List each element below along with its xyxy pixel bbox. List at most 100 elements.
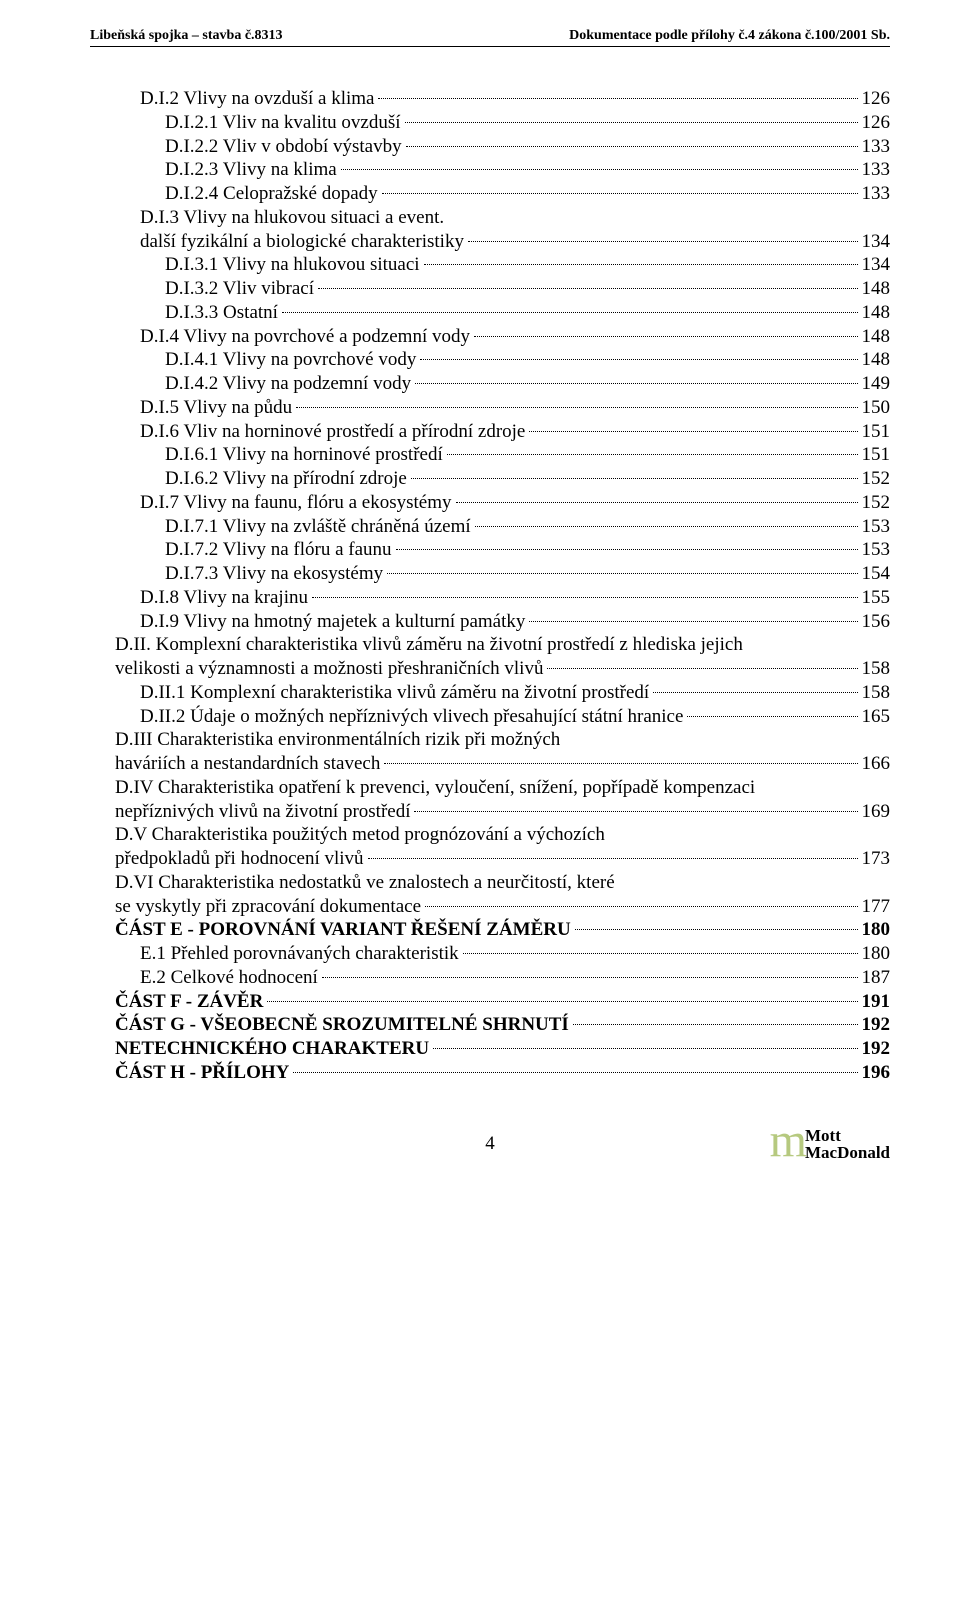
toc-page: 126	[862, 111, 891, 135]
toc-label: se vyskytly při zpracování dokumentace	[115, 895, 421, 919]
toc-label: D.I.3.2 Vliv vibrací	[165, 277, 314, 301]
toc-leader-dots	[414, 811, 857, 812]
brand-mark-icon: m	[770, 1122, 799, 1160]
toc-leader-dots	[653, 692, 857, 693]
toc-leader-dots	[378, 98, 857, 99]
toc-leader-dots	[322, 977, 858, 978]
toc-label: D.I.7.3 Vlivy na ekosystémy	[165, 562, 383, 586]
toc-page: 151	[862, 420, 891, 444]
toc-label: D.I.2 Vlivy na ovzduší a klima	[140, 87, 374, 111]
toc-leader-dots	[296, 407, 857, 408]
toc-page: 191	[862, 990, 891, 1014]
toc-line: D.I.3.1 Vlivy na hlukovou situaci134	[90, 253, 890, 277]
toc-label: D.I.2.1 Vliv na kvalitu ovzduší	[165, 111, 401, 135]
toc-page: 154	[862, 562, 891, 586]
toc-page: 149	[862, 372, 891, 396]
toc-line: D.I.7.2 Vlivy na flóru a faunu153	[90, 538, 890, 562]
toc-leader-dots	[573, 1024, 858, 1025]
toc-leader-dots	[547, 668, 857, 669]
toc-page: 192	[862, 1013, 891, 1037]
toc-line: D.I.7.1 Vlivy na zvláště chráněná území 1…	[90, 515, 890, 539]
toc-page: 173	[862, 847, 891, 871]
toc-leader-dots	[411, 478, 858, 479]
toc-line: D.II.1 Komplexní charakteristika vlivů z…	[90, 681, 890, 705]
toc-line: D.I.3 Vlivy na hlukovou situaci a event.…	[90, 206, 890, 254]
toc-page: 148	[862, 277, 891, 301]
toc-leader-dots	[318, 288, 858, 289]
toc-line: D.I.2 Vlivy na ovzduší a klima 126	[90, 87, 890, 111]
toc-leader-dots	[468, 241, 858, 242]
toc-label: D.VI Charakteristika nedostatků ve znalo…	[115, 871, 890, 895]
toc-page: 151	[862, 443, 891, 467]
toc-leader-dots	[406, 146, 858, 147]
toc-page: 158	[862, 681, 891, 705]
brand-logo: m Mott MacDonald	[770, 1122, 890, 1160]
brand-line-2: MacDonald	[805, 1143, 890, 1162]
toc-line: D.I.2.1 Vliv na kvalitu ovzduší 126	[90, 111, 890, 135]
toc-line: E.1 Přehled porovnávaných charakteristik…	[90, 942, 890, 966]
toc-label: nepříznivých vlivů na životní prostředí	[115, 800, 410, 824]
toc-page: 153	[862, 538, 891, 562]
toc-page: 169	[862, 800, 891, 824]
toc-page: 148	[862, 348, 891, 372]
toc-page: 180	[862, 918, 891, 942]
toc-page: 152	[862, 467, 891, 491]
toc-page: 177	[862, 895, 891, 919]
toc-label: D.I.7.1 Vlivy na zvláště chráněná území	[165, 515, 471, 539]
toc-leader-dots	[420, 359, 857, 360]
toc-line: D.I.8 Vlivy na krajinu155	[90, 586, 890, 610]
toc-leader-dots	[341, 169, 858, 170]
toc-line: D.I.7.3 Vlivy na ekosystémy 154	[90, 562, 890, 586]
toc-page: 165	[862, 705, 891, 729]
toc-label: D.I.4.1 Vlivy na povrchové vody	[165, 348, 416, 372]
header-left: Libeňská spojka – stavba č.8313	[90, 28, 283, 44]
toc-line: D.I.2.4 Celopražské dopady133	[90, 182, 890, 206]
toc-line: D.I.6 Vliv na horninové prostředí a přír…	[90, 420, 890, 444]
toc-label: D.I.3.3 Ostatní	[165, 301, 278, 325]
toc-line: D.I.2.2 Vliv v období výstavby 133	[90, 135, 890, 159]
toc-page: 152	[862, 491, 891, 515]
page-header: Libeňská spojka – stavba č.8313 Dokument…	[90, 28, 890, 44]
toc-leader-dots	[415, 383, 857, 384]
toc-leader-dots	[475, 526, 858, 527]
toc-label: D.I.6.2 Vlivy na přírodní zdroje	[165, 467, 407, 491]
toc-label: D.III Charakteristika environmentálních …	[115, 728, 890, 752]
toc-label: D.I.3.1 Vlivy na hlukovou situaci	[165, 253, 420, 277]
brand-text: Mott MacDonald	[805, 1127, 890, 1161]
toc-page: 192	[862, 1037, 891, 1061]
toc-label: D.I.9 Vlivy na hmotný majetek a kulturní…	[140, 610, 525, 634]
toc-line: D.I.2.3 Vlivy na klima133	[90, 158, 890, 182]
toc-label: D.V Charakteristika použitých metod prog…	[115, 823, 890, 847]
toc-leader-dots	[529, 621, 857, 622]
toc-label: D.II.1 Komplexní charakteristika vlivů z…	[140, 681, 649, 705]
toc-leader-dots	[405, 122, 858, 123]
toc-page: 133	[862, 135, 891, 159]
toc-line: D.I.7 Vlivy na faunu, flóru a ekosystémy…	[90, 491, 890, 515]
toc-leader-dots	[575, 929, 858, 930]
toc-leader-dots	[463, 953, 858, 954]
toc-label: D.I.2.2 Vliv v období výstavby	[165, 135, 402, 159]
toc-page: 196	[862, 1061, 891, 1085]
toc-leader-dots	[384, 763, 857, 764]
toc-page: 153	[862, 515, 891, 539]
page: Libeňská spojka – stavba č.8313 Dokument…	[0, 0, 960, 1195]
toc-label: D.I.7 Vlivy na faunu, flóru a ekosystémy	[140, 491, 452, 515]
toc-line: D.I.5 Vlivy na půdu150	[90, 396, 890, 420]
toc-line: D.I.6.2 Vlivy na přírodní zdroje 152	[90, 467, 890, 491]
toc-page: 126	[862, 87, 891, 111]
toc-label: D.I.6.1 Vlivy na horninové prostředí	[165, 443, 443, 467]
toc-label: D.II.2 Údaje o možných nepříznivých vliv…	[140, 705, 683, 729]
toc-line: D.III Charakteristika environmentálních …	[90, 728, 890, 776]
toc-label: D.IV Charakteristika opatření k prevenci…	[115, 776, 890, 800]
toc-line: D.I.3.2 Vliv vibrací 148	[90, 277, 890, 301]
toc-line: D.I.4.1 Vlivy na povrchové vody 148	[90, 348, 890, 372]
toc-label: D.I.3 Vlivy na hlukovou situaci a event.	[140, 206, 890, 230]
page-number: 4	[485, 1133, 495, 1155]
toc-page: 148	[862, 301, 891, 325]
toc-page: 187	[862, 966, 891, 990]
toc-label: předpokladů při hodnocení vlivů	[115, 847, 364, 871]
toc-page: 156	[862, 610, 891, 634]
toc-page: 133	[862, 158, 891, 182]
toc-label: D.I.6 Vliv na horninové prostředí a přír…	[140, 420, 525, 444]
toc-label: NETECHNICKÉHO CHARAKTERU	[115, 1037, 429, 1061]
